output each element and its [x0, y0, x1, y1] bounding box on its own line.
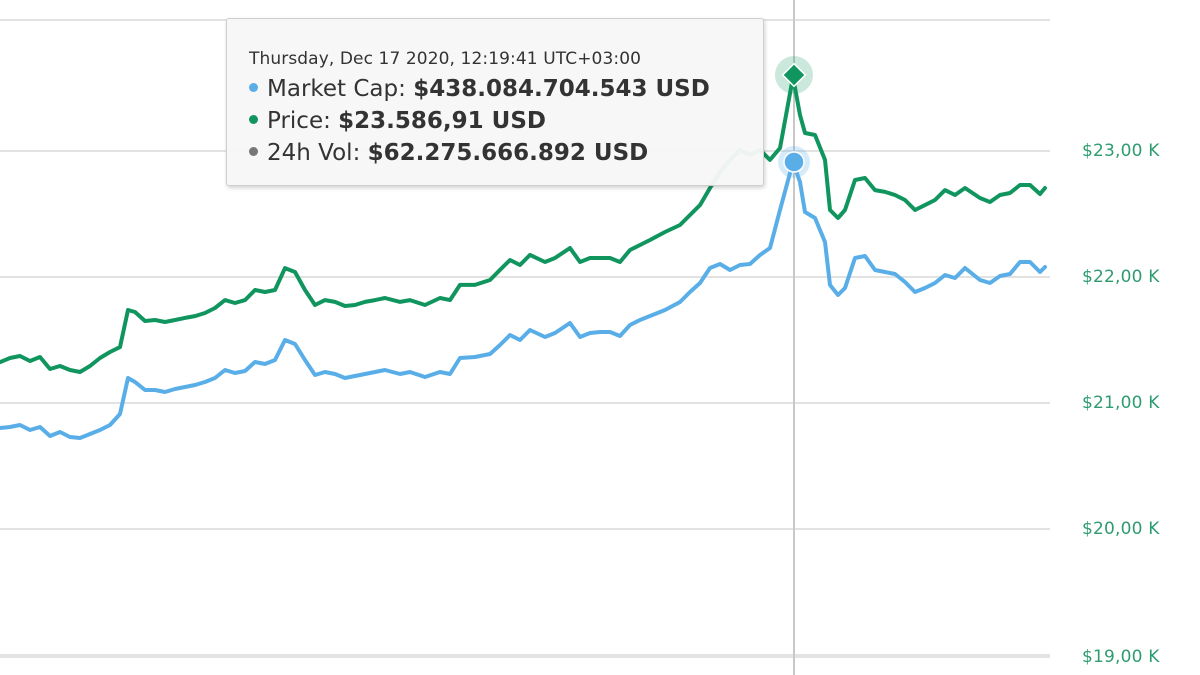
tooltip-volume-value: $62.275.666.892 USD	[367, 140, 649, 166]
market-cap-dot-icon	[249, 83, 258, 92]
y-tick-19k: $19,00 K	[1082, 647, 1160, 667]
tooltip-market-cap-value: $438.084.704.543 USD	[413, 76, 710, 102]
tooltip-date: Thursday, Dec 17 2020, 12:19:41 UTC+03:0…	[249, 49, 642, 69]
price-line[interactable]	[0, 75, 1047, 374]
price-dot-icon	[249, 115, 258, 124]
market-cap-hover-marker[interactable]	[783, 151, 805, 173]
tooltip-price-label: Price:	[267, 108, 331, 134]
hover-tooltip: Thursday, Dec 17 2020, 12:19:41 UTC+03:0…	[226, 18, 764, 186]
tooltip-price-value: $23.586,91 USD	[338, 108, 547, 134]
tooltip-row-market-cap: Market Cap: $438.084.704.543 USD	[249, 73, 763, 105]
tooltip-market-cap-label: Market Cap:	[267, 76, 406, 102]
tooltip-row-volume: 24h Vol: $62.275.666.892 USD	[249, 137, 763, 169]
tooltip-row-price: Price: $23.586,91 USD	[249, 105, 763, 137]
y-tick-20k: $20,00 K	[1082, 519, 1160, 539]
tooltip-volume-label: 24h Vol:	[267, 140, 361, 166]
y-tick-22k: $22,00 K	[1082, 267, 1160, 287]
price-hover-marker-diamond-icon[interactable]	[781, 62, 807, 88]
y-tick-21k: $21,00 K	[1082, 393, 1160, 413]
volume-dot-icon	[249, 147, 258, 156]
y-tick-23k: $23,00 K	[1082, 141, 1160, 161]
market-cap-line[interactable]	[0, 160, 1047, 440]
